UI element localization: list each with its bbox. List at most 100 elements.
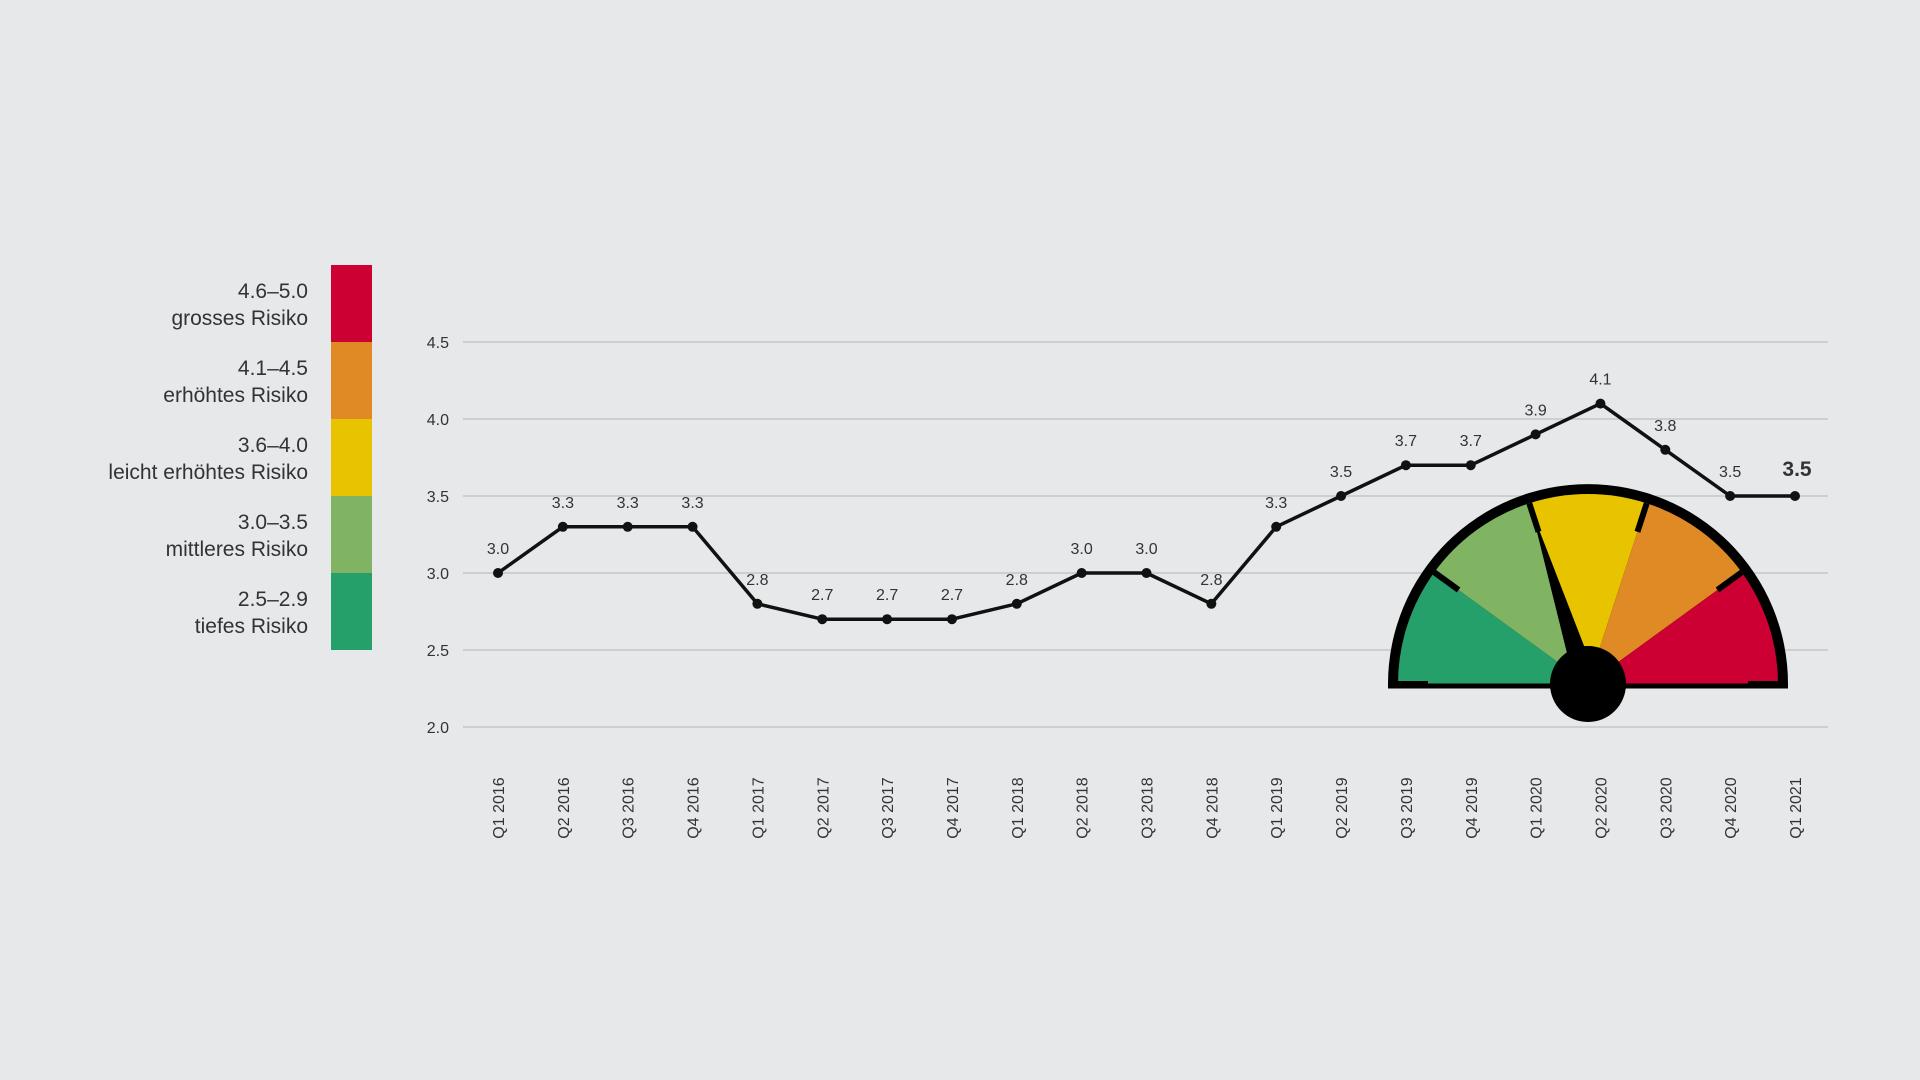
x-tick-label: Q1 2016 [491, 777, 508, 838]
data-label: 3.7 [1395, 433, 1417, 450]
gauge-segment [1434, 503, 1588, 684]
data-label: 3.0 [487, 541, 509, 558]
legend-label: 3.6–4.0 leicht erhöhtes Risiko [0, 432, 308, 486]
data-point [687, 521, 698, 532]
data-label: 3.7 [1460, 433, 1482, 450]
x-tick-label: Q1 2019 [1269, 777, 1286, 838]
data-label: 3.0 [1135, 541, 1157, 558]
data-label: 2.7 [811, 587, 833, 604]
gauge-tick [1634, 502, 1650, 533]
x-tick-label: Q2 2016 [556, 777, 573, 838]
x-tick-label: Q3 2018 [1140, 777, 1157, 838]
x-tick-label: Q3 2020 [1658, 777, 1675, 838]
data-label: 4.1 [1589, 372, 1611, 389]
legend-swatch [331, 342, 372, 419]
gauge-needle [1531, 510, 1601, 689]
data-point [622, 521, 633, 532]
x-tick-label: Q1 2020 [1529, 777, 1546, 838]
data-label: 3.5 [1719, 464, 1741, 481]
data-point [1141, 568, 1152, 578]
data-point [1011, 598, 1022, 609]
legend-text: mittleres Risiko [165, 538, 308, 561]
gauge-segment [1588, 503, 1742, 684]
x-tick-label: Q4 2020 [1723, 777, 1740, 838]
data-point [752, 598, 763, 609]
y-tick-label: 4.0 [427, 412, 449, 429]
gauge-segment [1588, 572, 1778, 684]
data-label: 3.3 [681, 495, 703, 512]
legend-swatch [331, 419, 372, 496]
data-point [1660, 444, 1671, 455]
data-label: 3.9 [1524, 402, 1546, 419]
legend-range: 3.6–4.0 [237, 434, 308, 457]
x-tick-label: Q3 2016 [621, 777, 638, 838]
y-tick-label: 2.5 [427, 643, 449, 660]
data-point [946, 614, 957, 625]
legend-range: 2.5–2.9 [237, 588, 308, 611]
data-point [882, 614, 893, 625]
gauge-segment [1398, 572, 1588, 684]
legend-text: erhöhtes Risiko [163, 384, 308, 407]
data-point [1206, 598, 1217, 609]
legend-swatch [331, 573, 372, 650]
data-label: 2.8 [1006, 572, 1028, 589]
data-point [1530, 429, 1541, 440]
data-point [1336, 491, 1347, 501]
x-tick-label: Q3 2017 [880, 777, 897, 838]
data-point [1595, 398, 1606, 409]
x-tick-label: Q4 2019 [1464, 777, 1481, 838]
x-tick-label: Q4 2018 [1204, 777, 1221, 838]
y-tick-label: 2.0 [427, 720, 449, 737]
gauge-segment [1529, 494, 1647, 684]
gauge-hub [1550, 646, 1626, 722]
legend-text: leicht erhöhtes Risiko [108, 461, 308, 484]
x-tick-label: Q2 2018 [1075, 777, 1092, 838]
data-point [1271, 521, 1282, 532]
legend-label: 4.1–4.5 erhöhtes Risiko [0, 355, 308, 409]
gauge-tick [1715, 569, 1744, 593]
legend-label: 2.5–2.9 tiefes Risiko [0, 586, 308, 640]
x-tick-label: Q2 2019 [1334, 777, 1351, 838]
y-tick-label: 3.5 [427, 489, 449, 506]
data-label: 3.5 [1782, 458, 1812, 481]
x-tick-label: Q4 2016 [686, 777, 703, 838]
data-point [1465, 460, 1476, 471]
legend-text: tiefes Risiko [194, 615, 308, 638]
x-tick-label: Q1 2018 [1010, 777, 1027, 838]
data-label: 3.3 [552, 495, 574, 512]
legend-text: grosses Risiko [171, 307, 308, 330]
data-label: 3.3 [617, 495, 639, 512]
data-point [817, 614, 828, 625]
data-label: 2.8 [1200, 572, 1222, 589]
x-tick-label: Q2 2017 [815, 777, 832, 838]
data-point [493, 568, 503, 578]
data-label: 3.0 [1071, 541, 1093, 558]
risk-gauge [1388, 484, 1788, 722]
legend-range: 4.6–5.0 [237, 280, 308, 303]
y-tick-label: 4.5 [427, 335, 449, 352]
gauge-tick [1432, 569, 1461, 593]
legend-swatch [331, 265, 372, 342]
data-label: 2.8 [746, 572, 768, 589]
data-label: 2.7 [941, 587, 963, 604]
data-point [557, 521, 568, 532]
data-label: 2.7 [876, 587, 898, 604]
data-point [1076, 568, 1087, 578]
data-point [1790, 491, 1800, 501]
x-tick-label: Q4 2017 [945, 777, 962, 838]
data-label: 3.3 [1265, 495, 1287, 512]
legend-range: 3.0–3.5 [237, 511, 308, 534]
y-tick-label: 3.0 [427, 566, 449, 583]
legend-swatch [331, 496, 372, 573]
x-tick-label: Q1 2021 [1788, 777, 1805, 838]
x-tick-label: Q2 2020 [1593, 777, 1610, 838]
risk-legend: 4.6–5.0 grosses Risiko 4.1–4.5 erhöhtes Ris… [0, 0, 380, 1080]
data-point [1725, 491, 1736, 501]
data-label: 3.8 [1654, 418, 1676, 435]
x-tick-label: Q1 2017 [750, 777, 767, 838]
x-tick-label: Q3 2019 [1399, 777, 1416, 838]
legend-label: 4.6–5.0 grosses Risiko [0, 278, 308, 332]
data-point [1400, 460, 1411, 471]
data-label: 3.5 [1330, 464, 1352, 481]
